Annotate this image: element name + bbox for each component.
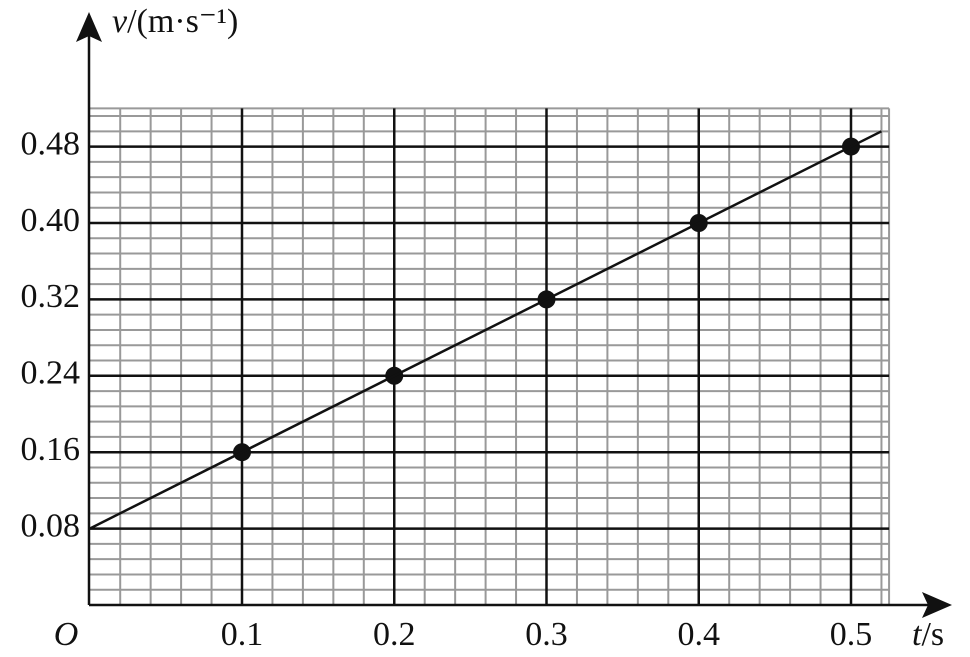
x-axis-label: t/s xyxy=(912,616,944,653)
y-tick-label: 0.40 xyxy=(21,202,81,239)
x-axis-arrow xyxy=(922,592,952,618)
y-axis-arrow xyxy=(76,12,102,42)
x-axis-unit: /s xyxy=(921,616,944,653)
y-axis-unit: /(m·s⁻¹) xyxy=(127,3,238,40)
y-tick-label: 0.08 xyxy=(21,507,81,544)
y-tick-label: 0.32 xyxy=(21,278,81,315)
y-tick-label: 0.16 xyxy=(21,431,81,468)
x-tick-label: 0.3 xyxy=(525,616,568,653)
y-tick-label: 0.24 xyxy=(21,355,81,392)
grid xyxy=(89,107,891,605)
x-tick-label: 0.2 xyxy=(373,616,416,653)
y-axis-label: v/(m·s⁻¹) xyxy=(112,3,238,40)
x-tick-label: 0.4 xyxy=(678,616,721,653)
x-axis-symbol: t xyxy=(912,616,923,653)
x-tick-label: 0.5 xyxy=(830,616,873,653)
origin-label: O xyxy=(54,616,79,653)
y-tick-label: 0.48 xyxy=(21,125,81,162)
y-axis-symbol: v xyxy=(112,3,128,40)
fit-line xyxy=(89,130,883,530)
x-tick-label: 0.1 xyxy=(221,616,264,653)
